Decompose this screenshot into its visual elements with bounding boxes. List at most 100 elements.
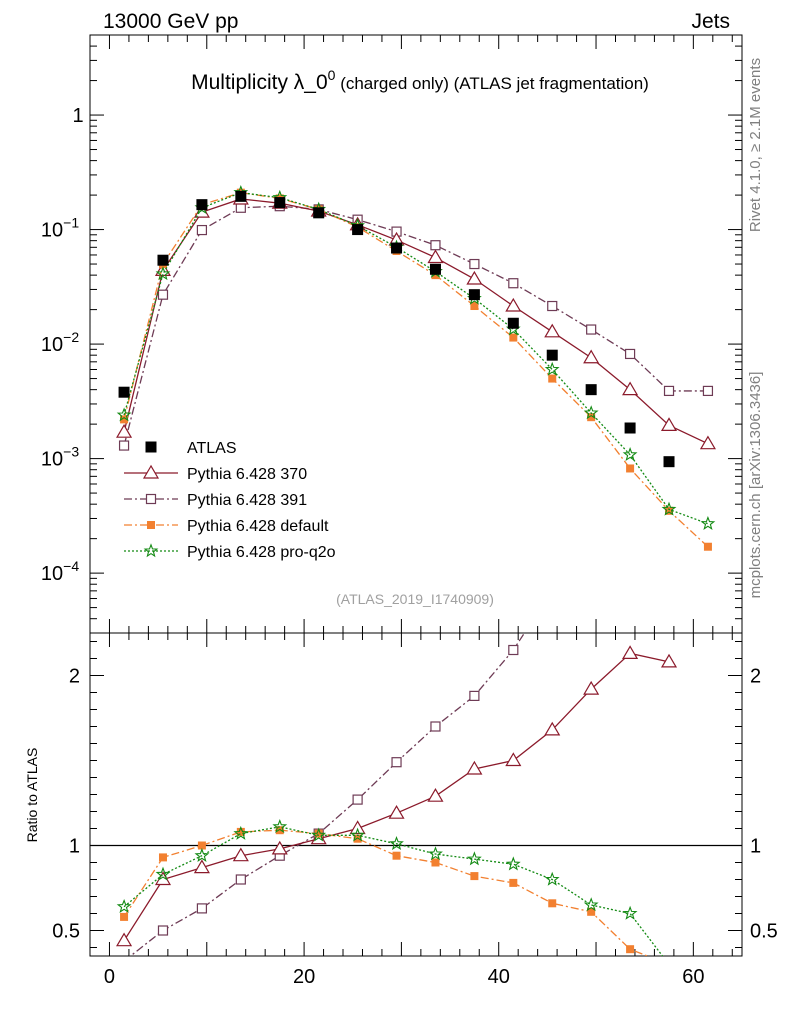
- plot-title: Multiplicity λ_00 (charged only) (ATLAS …: [191, 67, 649, 94]
- x-tick-label: 60: [682, 966, 704, 988]
- y-tick-label: 2: [69, 666, 80, 688]
- lower-panel: 0 20 40 60 0.5 0.5 1 1 2 2 Ratio to ATLAS: [24, 632, 778, 988]
- point-pdef: [665, 506, 674, 515]
- series-line-p370: [123, 198, 709, 445]
- y-tick-label: 10−3: [41, 444, 79, 471]
- ratio-point-pdef: [470, 872, 479, 881]
- y-tick-label: 2: [750, 666, 761, 688]
- ratio-point-pq2o: [544, 871, 560, 886]
- ratio-point-p391: [430, 721, 441, 732]
- point-data: [624, 422, 636, 434]
- ratio-point-p391: [157, 925, 169, 936]
- point-p391: [508, 278, 519, 289]
- ratio-point-p370: [193, 859, 210, 874]
- upper-series: [116, 184, 716, 551]
- legend-item-p391: Pythia 6.428 391: [124, 492, 307, 509]
- point-p391: [430, 240, 441, 251]
- point-data: [546, 349, 558, 361]
- point-p370: [427, 249, 444, 264]
- legend-item-pq2o: Pythia 6.428 pro-q2o: [124, 543, 336, 561]
- ratio-point-p370: [466, 760, 483, 775]
- ratio-point-p370: [505, 752, 522, 767]
- ratio-point-pq2o: [311, 827, 327, 842]
- legend-label-pq2o: Pythia 6.428 pro-q2o: [187, 544, 336, 561]
- ratio-point-pdef: [587, 907, 596, 916]
- point-data: [585, 384, 597, 396]
- series-line-p391: [123, 205, 708, 446]
- point-data: [196, 199, 208, 211]
- ratio-point-pdef: [314, 829, 323, 838]
- point-data: [157, 254, 169, 266]
- legend-marker-pdef: [147, 521, 155, 529]
- mcplots-label: mcplots.cern.ch [arXiv:1306.3436]: [747, 372, 764, 599]
- point-p370: [699, 435, 716, 450]
- ratio-point-p370: [660, 653, 678, 668]
- point-pdef: [703, 542, 712, 551]
- ratio-point-pdef: [275, 826, 284, 835]
- x-tick-label: 20: [293, 966, 315, 988]
- y-tick-label: 0.5: [52, 921, 80, 943]
- y-tick-label: 0.5: [750, 921, 778, 943]
- point-p391: [235, 202, 246, 213]
- point-p370: [544, 323, 561, 338]
- point-data: [468, 289, 480, 301]
- ratio-point-p370: [349, 820, 366, 835]
- point-p370: [116, 424, 133, 438]
- lower-frame: [89, 632, 743, 957]
- ratio-point-pdef: [509, 878, 518, 887]
- ratio-series-pq2o: [116, 819, 664, 956]
- ratio-point-pq2o: [155, 866, 171, 881]
- ratio-point-p391: [391, 757, 402, 768]
- legend-item-data: ATLAS: [145, 440, 237, 457]
- point-data: [313, 207, 325, 219]
- ratio-point-p391: [235, 874, 246, 885]
- ratio-point-pq2o: [233, 825, 249, 840]
- point-data: [429, 263, 441, 275]
- legend-marker-data: [145, 441, 157, 453]
- point-p391: [624, 348, 636, 360]
- point-data: [352, 224, 364, 236]
- ratio-point-pdef: [197, 841, 206, 850]
- ratio-point-pq2o: [389, 836, 404, 851]
- point-pdef: [470, 302, 479, 311]
- ratio-point-pdef: [626, 945, 635, 954]
- legend-marker-p391: [145, 493, 157, 505]
- legend-label-p391: Pythia 6.428 391: [187, 492, 307, 509]
- ratio-point-p370: [583, 680, 600, 695]
- point-pq2o: [544, 361, 560, 376]
- point-data: [391, 242, 403, 254]
- point-data: [507, 317, 519, 329]
- point-data: [274, 197, 286, 209]
- title-tail: (charged only) (ATLAS jet fragmentation): [335, 74, 648, 93]
- point-pq2o: [700, 515, 716, 530]
- point-pq2o: [661, 501, 677, 516]
- rivet-label: Rivet 4.1.0, ≥ 2.1M events: [747, 58, 764, 232]
- ratio-point-pq2o: [350, 827, 365, 842]
- ratio-point-p391: [508, 644, 519, 656]
- point-p391: [157, 289, 169, 300]
- x-tick-label: 40: [488, 966, 510, 988]
- legend-item-p370: Pythia 6.428 370: [124, 464, 307, 483]
- ratio-point-pq2o: [622, 905, 638, 920]
- point-p370: [660, 417, 678, 431]
- point-pdef: [431, 271, 440, 280]
- point-p370: [466, 270, 483, 285]
- title-main: Multiplicity λ_0: [191, 71, 328, 94]
- series-p391: [118, 201, 714, 451]
- ratio-point-pq2o: [272, 819, 288, 834]
- lower-series: [116, 633, 678, 956]
- legend-marker-pq2o: [143, 543, 159, 558]
- ratio-line-p370: [123, 652, 670, 942]
- ratio-point-pdef: [158, 853, 167, 862]
- legend-item-pdef: Pythia 6.428 default: [124, 518, 329, 535]
- point-pdef: [587, 413, 596, 422]
- ratio-point-pq2o: [194, 847, 210, 862]
- point-p391: [702, 385, 714, 397]
- point-p391: [586, 324, 597, 335]
- point-pdef: [120, 415, 129, 424]
- ratio-point-pq2o: [428, 846, 443, 861]
- upper-panel: Multiplicity λ_00 (charged only) (ATLAS …: [41, 34, 743, 634]
- ratio-point-p370: [388, 805, 405, 819]
- ratio-point-pdef: [120, 912, 129, 921]
- ratio-point-p370: [232, 847, 249, 862]
